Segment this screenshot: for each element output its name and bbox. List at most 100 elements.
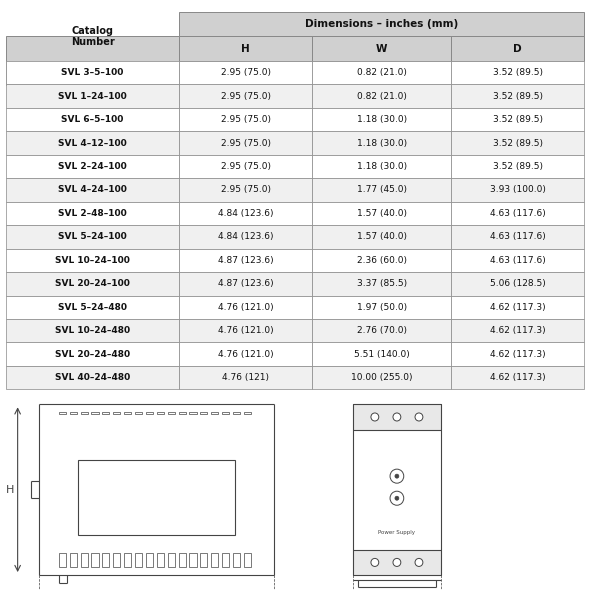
Bar: [312, 319, 451, 342]
Text: 4.63 (117.6): 4.63 (117.6): [490, 232, 546, 241]
Bar: [78, 460, 235, 535]
Bar: [451, 202, 584, 225]
Bar: [91, 412, 99, 414]
Circle shape: [393, 413, 401, 421]
Bar: [70, 412, 77, 414]
Bar: [222, 412, 229, 414]
Bar: [6, 108, 179, 132]
Text: 4.62 (117.3): 4.62 (117.3): [490, 303, 545, 312]
Bar: [179, 12, 584, 37]
Text: SVL 2–48–100: SVL 2–48–100: [58, 209, 127, 218]
Bar: [124, 553, 131, 567]
Bar: [146, 412, 153, 414]
Bar: [157, 412, 164, 414]
Bar: [312, 366, 451, 389]
Circle shape: [415, 413, 423, 421]
Bar: [451, 248, 584, 272]
Bar: [353, 550, 441, 575]
Bar: [179, 155, 312, 178]
Bar: [244, 412, 251, 414]
Bar: [179, 108, 312, 132]
Bar: [102, 553, 109, 567]
Text: 4.63 (117.6): 4.63 (117.6): [490, 256, 546, 265]
Text: 1.18 (30.0): 1.18 (30.0): [357, 162, 407, 171]
Bar: [312, 61, 451, 84]
Bar: [6, 342, 179, 366]
Text: 2.95 (75.0): 2.95 (75.0): [221, 91, 271, 100]
Bar: [6, 202, 179, 225]
Text: 1.57 (40.0): 1.57 (40.0): [357, 232, 407, 241]
Bar: [6, 155, 179, 178]
Bar: [168, 412, 175, 414]
Bar: [102, 412, 109, 414]
Bar: [201, 553, 208, 567]
Text: 0.82 (21.0): 0.82 (21.0): [357, 91, 407, 100]
Bar: [451, 272, 584, 296]
Text: Power Supply: Power Supply: [378, 530, 415, 535]
Bar: [189, 412, 196, 414]
Bar: [244, 553, 251, 567]
Text: 0.82 (21.0): 0.82 (21.0): [357, 68, 407, 77]
Circle shape: [371, 558, 379, 566]
Bar: [312, 108, 451, 132]
Bar: [451, 225, 584, 248]
Bar: [451, 155, 584, 178]
Bar: [113, 553, 120, 567]
Text: SVL 4–24–100: SVL 4–24–100: [58, 185, 127, 195]
Text: 3.93 (100.0): 3.93 (100.0): [490, 185, 546, 195]
Bar: [179, 412, 186, 414]
Bar: [233, 412, 240, 414]
Text: 1.97 (50.0): 1.97 (50.0): [357, 303, 407, 312]
Circle shape: [371, 413, 379, 421]
Bar: [179, 84, 312, 108]
Bar: [6, 319, 179, 342]
Bar: [135, 553, 142, 567]
Bar: [81, 553, 88, 567]
Text: D: D: [513, 44, 522, 54]
Circle shape: [395, 474, 399, 478]
Bar: [59, 553, 66, 567]
Text: 4.87 (123.6): 4.87 (123.6): [218, 279, 274, 289]
Bar: [312, 132, 451, 155]
Bar: [6, 366, 179, 389]
Text: 3.52 (89.5): 3.52 (89.5): [493, 139, 543, 148]
Text: 2.36 (60.0): 2.36 (60.0): [357, 256, 407, 265]
Bar: [179, 37, 312, 61]
Bar: [312, 296, 451, 319]
Bar: [312, 178, 451, 202]
Bar: [451, 296, 584, 319]
Bar: [179, 366, 312, 389]
Text: 4.87 (123.6): 4.87 (123.6): [218, 256, 274, 265]
Text: 4.84 (123.6): 4.84 (123.6): [218, 232, 274, 241]
Text: 4.84 (123.6): 4.84 (123.6): [218, 209, 274, 218]
Text: 4.76 (121): 4.76 (121): [222, 373, 270, 382]
Bar: [135, 412, 142, 414]
Bar: [312, 202, 451, 225]
Text: 5.06 (128.5): 5.06 (128.5): [490, 279, 546, 289]
Text: 2.95 (75.0): 2.95 (75.0): [221, 115, 271, 124]
Text: 4.76 (121.0): 4.76 (121.0): [218, 303, 274, 312]
Text: SVL 6–5–100: SVL 6–5–100: [61, 115, 124, 124]
Bar: [211, 553, 218, 567]
Bar: [451, 61, 584, 84]
Bar: [451, 319, 584, 342]
Bar: [124, 412, 131, 414]
Bar: [211, 412, 218, 414]
Text: 1.57 (40.0): 1.57 (40.0): [357, 209, 407, 218]
Bar: [189, 553, 196, 567]
Text: Catalog
Number: Catalog Number: [71, 25, 114, 47]
Text: SVL 3–5–100: SVL 3–5–100: [61, 68, 124, 77]
Bar: [312, 248, 451, 272]
Bar: [179, 272, 312, 296]
Bar: [91, 553, 99, 567]
Bar: [312, 84, 451, 108]
Text: 4.63 (117.6): 4.63 (117.6): [490, 209, 546, 218]
Bar: [6, 84, 179, 108]
Bar: [201, 412, 208, 414]
Bar: [179, 61, 312, 84]
Text: SVL 5–24–100: SVL 5–24–100: [58, 232, 127, 241]
Bar: [312, 37, 451, 61]
Text: 10.00 (255.0): 10.00 (255.0): [351, 373, 412, 382]
Text: 3.52 (89.5): 3.52 (89.5): [493, 162, 543, 171]
Bar: [451, 178, 584, 202]
